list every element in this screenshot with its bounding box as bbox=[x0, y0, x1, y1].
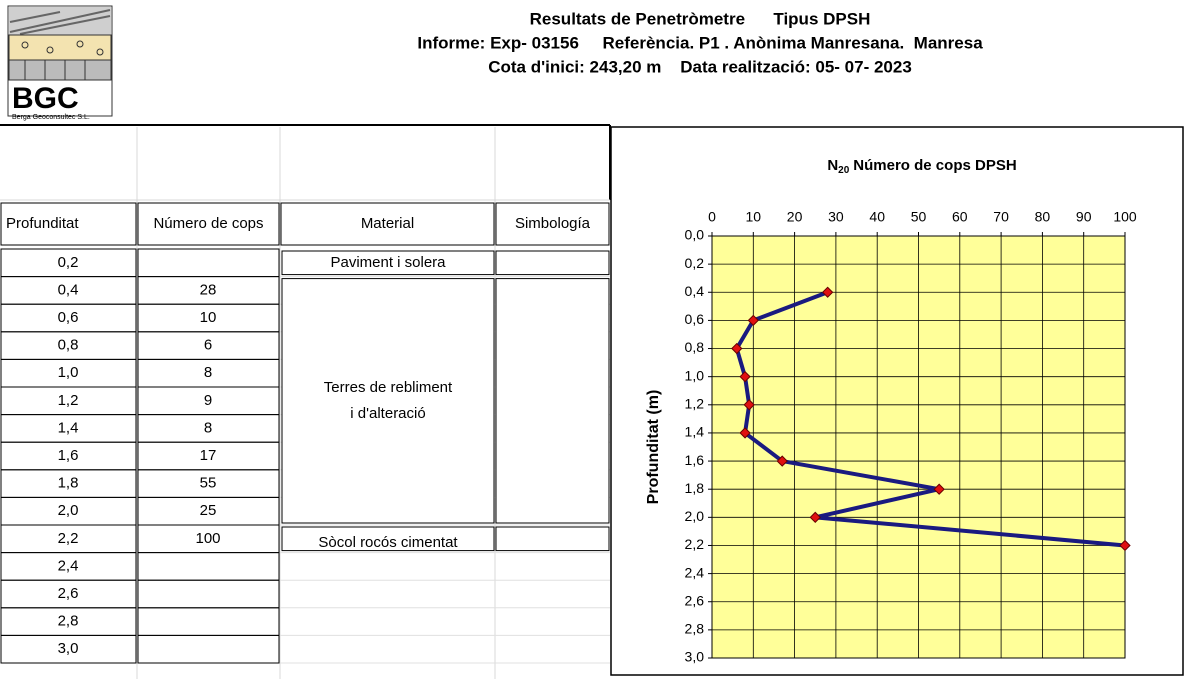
depth: 1,8 bbox=[58, 475, 79, 492]
x-tick-label: 60 bbox=[952, 209, 968, 225]
depth: 2,6 bbox=[58, 585, 79, 602]
y-tick-label: 2,8 bbox=[685, 621, 705, 637]
title-part: N bbox=[827, 157, 838, 174]
x-tick-label: 0 bbox=[708, 209, 716, 225]
cops: 8 bbox=[204, 364, 212, 381]
column-header: Simbología bbox=[515, 215, 591, 232]
cell bbox=[138, 249, 279, 277]
cops: 28 bbox=[200, 281, 217, 298]
y-axis-label: Profunditat (m) bbox=[645, 390, 662, 505]
depth: 0,4 bbox=[58, 281, 79, 298]
material: i d'alteració bbox=[350, 405, 425, 422]
x-tick-label: 80 bbox=[1035, 209, 1051, 225]
y-tick-label: 0,8 bbox=[685, 339, 705, 355]
header-line: Cota d'inici: 243,20 m Data realització:… bbox=[488, 57, 912, 76]
y-tick-label: 3,0 bbox=[685, 649, 705, 665]
depth: 2,8 bbox=[58, 613, 79, 630]
cops: 55 bbox=[200, 475, 217, 492]
y-tick-label: 0,4 bbox=[685, 283, 705, 299]
cops: 8 bbox=[204, 419, 212, 436]
header-line: Informe: Exp- 03156 Referència. P1 . Anò… bbox=[417, 33, 983, 52]
y-tick-label: 1,4 bbox=[685, 424, 705, 440]
cops: 6 bbox=[204, 337, 212, 354]
page: BGC Berga Geoconsultec S.L. Resultats de… bbox=[0, 0, 1185, 679]
x-tick-label: 70 bbox=[993, 209, 1009, 225]
material: Sòcol rocós cimentat bbox=[318, 534, 458, 551]
material: Terres de rebliment bbox=[324, 379, 453, 396]
x-tick-label: 30 bbox=[828, 209, 844, 225]
cops: 9 bbox=[204, 392, 212, 409]
cell bbox=[138, 608, 279, 636]
depth: 0,2 bbox=[58, 254, 79, 271]
depth: 0,6 bbox=[58, 309, 79, 326]
depth: 2,2 bbox=[58, 530, 79, 547]
cops: 17 bbox=[200, 447, 217, 464]
material: Paviment i solera bbox=[330, 254, 446, 271]
material-box bbox=[282, 279, 494, 523]
cell bbox=[138, 635, 279, 663]
logo-text: BGC bbox=[12, 82, 79, 115]
y-tick-label: 1,6 bbox=[685, 452, 705, 468]
x-tick-label: 20 bbox=[787, 209, 803, 225]
company: Berga Geoconsultec S.L. bbox=[12, 114, 90, 121]
column-header: Número de cops bbox=[153, 215, 263, 232]
symbol-box bbox=[496, 279, 609, 523]
depth: 3,0 bbox=[58, 640, 79, 657]
x-tick-label: 10 bbox=[746, 209, 762, 225]
y-tick-label: 1,2 bbox=[685, 396, 705, 412]
y-tick-label: 0,2 bbox=[685, 255, 705, 271]
depth: 2,4 bbox=[58, 557, 79, 574]
y-tick-label: 2,2 bbox=[685, 536, 705, 552]
depth: 1,6 bbox=[58, 447, 79, 464]
column-header: Profunditat bbox=[6, 215, 79, 232]
y-tick-label: 0,6 bbox=[685, 311, 705, 327]
y-tick-label: 1,0 bbox=[685, 367, 705, 383]
x-tick-label: 40 bbox=[869, 209, 885, 225]
symbol-box bbox=[496, 251, 609, 275]
cops: 25 bbox=[200, 502, 217, 519]
depth: 2,0 bbox=[58, 502, 79, 519]
y-tick-label: 2,0 bbox=[685, 508, 705, 524]
depth: 1,2 bbox=[58, 392, 79, 409]
header-line: Resultats de Penetròmetre Tipus DPSH bbox=[530, 9, 871, 28]
x-tick-label: 100 bbox=[1113, 209, 1137, 225]
logo: BGC Berga Geoconsultec S.L. bbox=[8, 6, 112, 121]
y-tick-label: 0,0 bbox=[685, 227, 705, 243]
symbol-box bbox=[496, 527, 609, 551]
cops: 100 bbox=[195, 530, 220, 547]
depth: 0,8 bbox=[58, 337, 79, 354]
title-part: 20 bbox=[838, 165, 850, 176]
cops: 10 bbox=[200, 309, 217, 326]
title-part: Número de cops DPSH bbox=[853, 157, 1016, 174]
depth: 1,4 bbox=[58, 419, 79, 436]
y-tick-label: 2,6 bbox=[685, 592, 705, 608]
column-header: Material bbox=[361, 215, 414, 232]
x-tick-label: 90 bbox=[1076, 209, 1092, 225]
cell bbox=[138, 553, 279, 581]
y-tick-label: 2,4 bbox=[685, 564, 705, 580]
cell bbox=[138, 580, 279, 608]
depth: 1,0 bbox=[58, 364, 79, 381]
y-tick-label: 1,8 bbox=[685, 480, 705, 496]
x-tick-label: 50 bbox=[911, 209, 927, 225]
